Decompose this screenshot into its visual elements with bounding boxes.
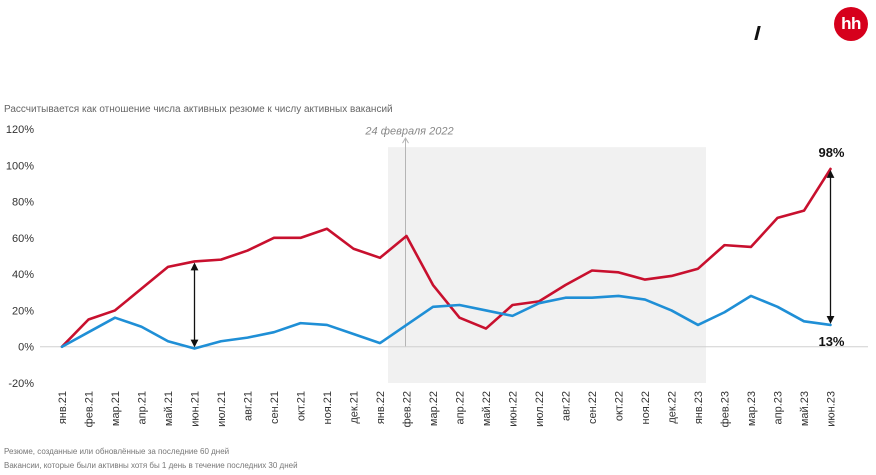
x-tick-label: окт.22 (614, 391, 626, 421)
y-tick-label: 0% (18, 342, 34, 354)
x-tick-label: янв.22 (375, 391, 387, 424)
y-tick-label: 20% (12, 305, 34, 317)
x-tick-label: июл.22 (534, 391, 546, 427)
footnote-vacancies: Вакансии, которые были активны хотя бы 1… (4, 461, 298, 470)
y-tick-label: 80% (12, 197, 34, 209)
x-tick-label: июл.21 (216, 391, 228, 427)
x-tick-label: июн.22 (508, 391, 520, 427)
x-tick-label: дек.22 (667, 391, 679, 424)
x-tick-label: май.22 (481, 391, 493, 426)
chart-subtitle: Рассчитывается как отношение числа актив… (4, 104, 393, 115)
line-chart: 24 февраля 2022 120% 100% 80% 60% 40% 20% 0% -20… (6, 124, 868, 427)
y-tick-label: 120% (6, 124, 34, 136)
footnote-resumes: Резюме, созданные или обновлённые за пос… (4, 447, 230, 456)
x-tick-label: янв.21 (57, 391, 69, 424)
x-tick-label: авг.21 (243, 391, 255, 421)
x-tick-label: мар.22 (428, 391, 440, 426)
event-label: 24 февраля 2022 (364, 125, 453, 137)
y-tick-label: -20% (8, 378, 34, 390)
event-line-arrowhead (402, 137, 409, 144)
hh-logo: hh (834, 7, 868, 41)
x-tick-label: фев.23 (720, 391, 732, 427)
x-tick-label: май.21 (163, 391, 175, 426)
y-tick-label: 100% (6, 160, 34, 172)
x-tick-label: апр.23 (773, 391, 785, 424)
x-tick-label: мар.23 (746, 391, 758, 426)
series-line-1 (60, 294, 832, 350)
x-tick-label: июн.23 (826, 391, 838, 427)
annotation-value: 98% (818, 145, 844, 160)
x-tick-label: июн.21 (190, 391, 202, 427)
x-tick-label: ноя.21 (322, 391, 334, 424)
x-tick-label: мар.21 (110, 391, 122, 426)
y-tick-label: 40% (12, 269, 34, 281)
annotation-value: 13% (818, 334, 844, 349)
x-tick-label: янв.23 (693, 391, 705, 424)
x-tick-label: фев.21 (84, 391, 96, 427)
x-tick-label: дек.21 (349, 391, 361, 424)
x-tick-label: сен.22 (587, 391, 599, 424)
x-tick-label: окт.21 (296, 391, 308, 421)
shaded-period (388, 147, 706, 383)
x-tick-label: авг.22 (561, 391, 573, 421)
y-tick-label: 60% (12, 233, 34, 245)
x-tick-label: ноя.22 (640, 391, 652, 424)
x-tick-label: апр.21 (137, 391, 149, 424)
x-tick-label: май.23 (799, 391, 811, 426)
series-line-0 (60, 167, 832, 349)
x-tick-label: сен.21 (269, 391, 281, 424)
x-tick-label: апр.22 (455, 391, 467, 424)
x-tick-label: фев.22 (402, 391, 414, 427)
